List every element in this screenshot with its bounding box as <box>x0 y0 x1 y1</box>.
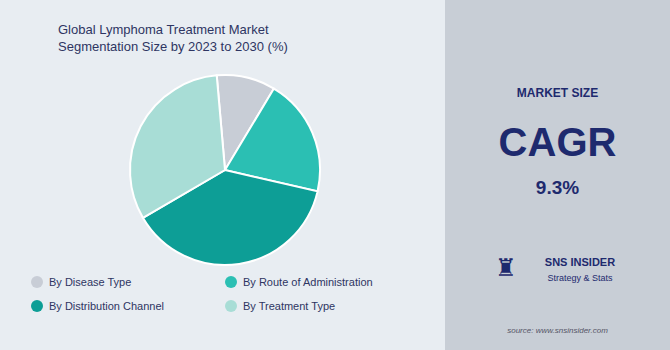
pie-slice <box>130 75 225 217</box>
legend-swatch <box>31 300 43 312</box>
legend-swatch <box>225 276 237 288</box>
title-line: Segmentation Size by 2023 to 2030 (%) <box>58 39 288 54</box>
cagr-title: CAGR <box>499 120 617 164</box>
source: source: www.snsinsider.com <box>507 326 608 335</box>
legend-swatch <box>225 300 237 312</box>
brand-name: SNS INSIDER <box>545 256 615 268</box>
market-size-label: MARKET SIZE <box>517 86 598 100</box>
pie <box>130 75 320 265</box>
legend-label: By Distribution Channel <box>49 300 164 312</box>
legend-label: By Route of Administration <box>243 276 373 288</box>
brand-subtitle: Strategy & Stats <box>547 273 613 283</box>
title-line: Global Lymphoma Treatment Market <box>58 22 269 37</box>
right-panel <box>445 0 670 350</box>
brand-icon: ♜ <box>495 254 517 282</box>
left-panel <box>0 0 445 350</box>
legend-swatch <box>31 276 43 288</box>
legend: By Disease Type By Route of Administratio… <box>31 276 373 312</box>
annotations: MARKET SIZE CAGR 9.3% ♜ SNS INSIDER Strategy … <box>495 86 617 336</box>
cagr-value: 9.3% <box>536 177 579 198</box>
legend-label: By Disease Type <box>49 276 131 288</box>
chart: Global Lymphoma Treatment Market Segmenta… <box>0 0 670 350</box>
legend-label: By Treatment Type <box>243 300 335 312</box>
title: Global Lymphoma Treatment Market Segmenta… <box>58 22 288 55</box>
